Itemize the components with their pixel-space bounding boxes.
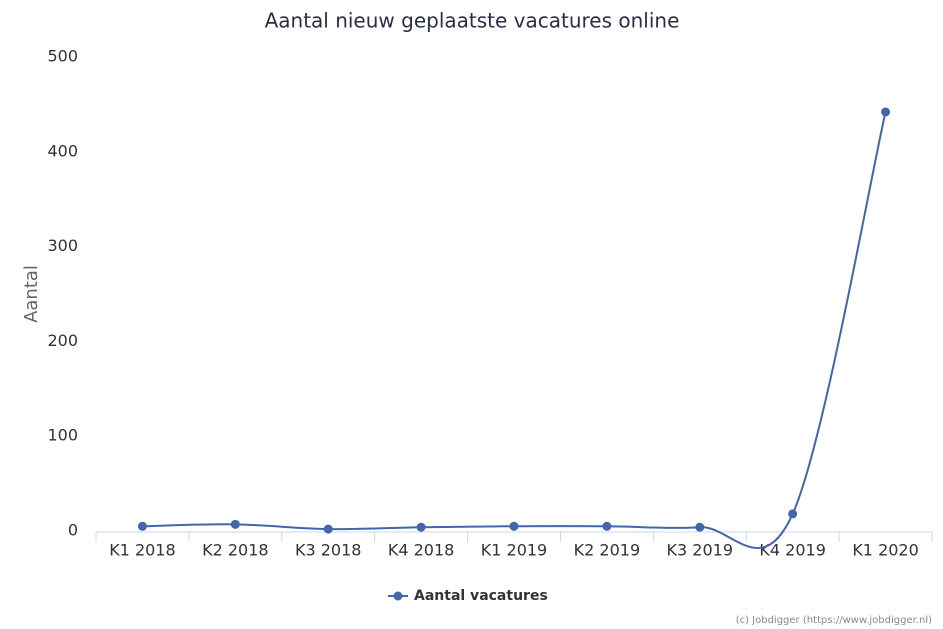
y-axis-label: Aantal [21,265,42,323]
x-tick-label: K1 2018 [109,541,175,560]
x-tick-label: K2 2018 [202,541,268,560]
point [602,521,612,531]
point [509,521,519,531]
x-tick-label: K1 2019 [481,541,547,560]
x-tick-label: K4 2018 [388,541,454,560]
point [695,522,705,532]
credits: (c) Jobdigger (https://www.jobdigger.nl) [736,615,932,626]
point [881,107,891,117]
legend-label: Aantal vacatures [414,588,548,604]
y-tick-label: 200 [47,331,78,350]
point [788,509,798,519]
line [142,111,887,549]
point [416,522,426,532]
y-tick-label: 0 [68,521,78,540]
y-tick-label: 100 [47,426,78,445]
point [137,521,147,531]
x-tick-label: K3 2018 [295,541,361,560]
y-tick-label: 300 [47,236,78,255]
y-tick-label: 400 [47,141,78,160]
x-tick-label: K2 2019 [574,541,640,560]
point [230,519,240,529]
x-tick-label: K3 2019 [667,541,733,560]
legend-marker [393,591,403,601]
x-tick-label: K1 2020 [852,541,918,560]
chart-title: Aantal nieuw geplaatste vacatures online [265,9,680,33]
point [323,524,333,534]
y-tick-label: 500 [47,47,78,66]
x-tick-label: K4 2019 [759,541,825,560]
